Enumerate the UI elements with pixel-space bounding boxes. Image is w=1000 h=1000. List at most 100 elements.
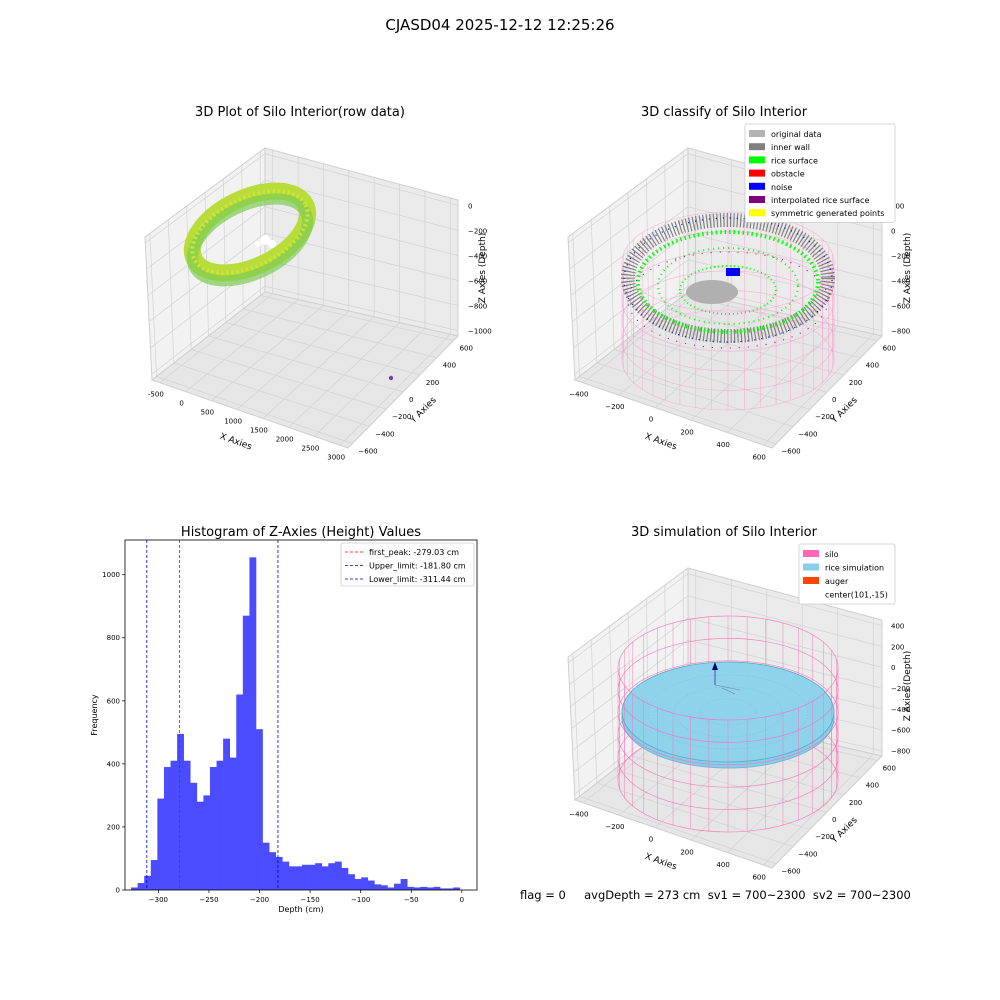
z-tick-label: −800 [468,303,487,311]
histogram-bar [269,852,277,890]
z-tick-label: −600 [468,278,487,286]
legend-label: symmetric generated points [771,209,884,218]
legend-label: Upper_limit: -181.80 cm [369,562,466,571]
z-tick-label: −200 [468,227,487,235]
histogram-bar [255,729,263,890]
x-tick-label: -500 [148,391,164,399]
x-tick-label: 600 [752,453,765,461]
z-gridline [151,285,459,375]
histogram-bar [420,886,428,890]
y-gridline [167,219,370,427]
figure-title: CJASD04 2025-12-12 12:25:26 [385,16,615,34]
histogram-bar [321,866,329,890]
z-tick-label: 400 [891,622,904,630]
y-tick-label: 400 [107,760,120,768]
raw-x-axis-label: X Axies [218,432,253,453]
histogram-bar [177,733,184,890]
raw-point-cloud [183,182,394,381]
x-gridline [762,197,874,446]
legend-swatch [749,130,765,137]
histogram-bar [380,885,388,890]
histogram-bar [315,863,323,890]
histogram-bar [354,878,362,890]
x-tick-label: 400 [716,861,729,869]
histogram-vlines [146,540,279,890]
classify-x-axis-label: X Axies [643,432,678,453]
histogram-bar [137,883,145,890]
histogram-bar [413,887,421,890]
legend-label: rice surface [771,156,818,165]
classify-panel-title: 3D classify of Silo Interior [641,105,808,120]
y-gridline [590,639,793,847]
x-tick-label: −300 [149,896,168,904]
y-tick-label: −200 [815,413,834,421]
histogram-bar [131,887,138,890]
histogram-bar [282,861,290,890]
x-tick-label: −400 [569,391,588,399]
z-gridline [573,259,882,349]
x-tick-label: −50 [404,896,419,904]
x-gridline [762,617,874,866]
legend-swatch [749,196,765,203]
x-tick-label: 400 [716,441,729,449]
histogram-bar [209,767,217,890]
histogram-bar [400,878,408,890]
sim-z-axis-label: Z Axies (Depth) [903,651,913,722]
y-tick-label: 800 [107,634,120,642]
histogram-bar [348,874,355,890]
raw-panel-title: 3D Plot of Silo Interior(row data) [195,105,405,120]
z-gridline [574,285,882,375]
z-tick-label: −400 [468,252,487,260]
x-gridline [314,191,426,437]
legend-label: rice simulation [825,564,884,573]
histogram-bar [341,867,349,890]
histogram-bar [262,842,270,890]
z-gridline [571,639,882,729]
y-tick-label: −200 [815,833,834,841]
y-gridline [241,165,437,358]
z-tick-label: 200 [891,643,904,651]
histogram-legend: first_peak: -279.03 cm Upper_limit: -181.… [340,542,475,587]
y-gridline [627,612,827,813]
legend-label: first_peak: -279.03 cm [369,548,459,557]
y-tick-label: −400 [798,430,817,438]
z-tick-label: 200 [891,202,904,210]
histogram-bar [242,615,250,890]
y-tick-label: 600 [460,344,473,352]
panel-classify: 3D classify of Silo Interior −400 −200 0 20… [567,105,913,461]
histogram-bar [361,877,369,890]
histogram-bar [163,767,171,890]
z-gridline [148,232,459,322]
y-tick-label: 200 [107,823,120,831]
x-tick-label: −150 [300,896,319,904]
y-tick-label: 0 [116,887,120,895]
y-tick-label: −400 [798,850,817,858]
histogram-bar [374,884,382,890]
histogram-bar [453,887,461,890]
histogram-bar [236,694,244,890]
legend-label: Lower_limit: -311.44 cm [369,575,466,584]
y-gridline [590,219,793,427]
histogram-bar [183,760,191,890]
status-footer: flag = 0 avgDepth = 273 cm sv1 = 700~230… [520,888,911,902]
z-gridline [571,232,882,322]
x-tick-label: −200 [250,896,269,904]
legend-swatch [749,209,765,217]
histogram-bar [394,883,401,890]
y-tick-label: 600 [883,764,896,772]
histogram-bar [203,795,211,890]
histogram-bar [295,866,303,890]
histogram-bars [131,557,461,890]
z-tick-label: −400 [891,706,910,714]
legend-label: obstacle [771,170,805,179]
legend-label: center(101,-15) [825,591,888,600]
y-tick-label: 1000 [102,571,120,579]
z-tick-label: −600 [891,303,910,311]
x-gridline [618,159,732,396]
histogram-bar [308,864,316,890]
y-tick-label: 400 [866,782,879,790]
simulation-panel-title: 3D simulation of Silo Interior [631,525,818,540]
histogram-bar [407,886,415,890]
legend-box [340,542,475,587]
classify-z-axis-label: Z Axies (Depth) [903,233,913,304]
